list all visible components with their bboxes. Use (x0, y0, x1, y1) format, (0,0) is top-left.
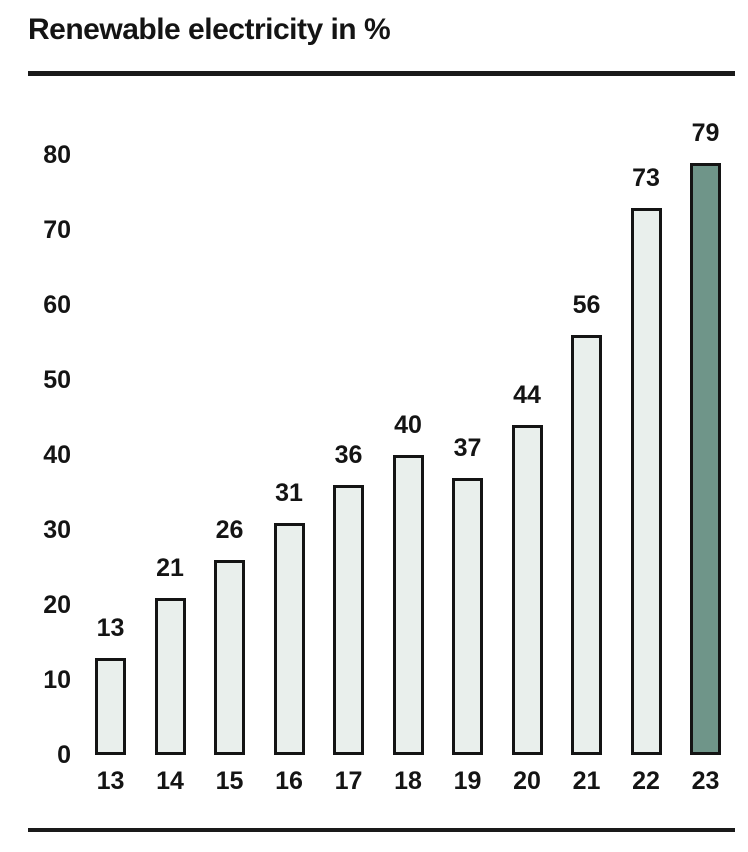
x-axis-tick-label: 23 (691, 767, 720, 795)
bar-21 (571, 335, 602, 755)
y-axis-tick-label: 0 (57, 741, 71, 769)
x-axis-tick-label: 14 (156, 767, 184, 795)
bar-value-label: 13 (96, 613, 125, 642)
bar-16 (273, 522, 305, 755)
y-axis-tick-label: 60 (43, 291, 71, 319)
bar-value-label: 21 (156, 553, 184, 582)
bar-value-label: 37 (453, 433, 482, 462)
x-axis-tick-label: 18 (394, 767, 422, 795)
bar-22 (630, 207, 662, 755)
bar-18 (392, 455, 424, 755)
chart-title: Renewable electricity in % (28, 13, 391, 46)
y-axis-tick-label: 80 (43, 141, 71, 169)
bar-17 (333, 485, 364, 755)
x-axis-tick-label: 22 (632, 767, 660, 795)
bar-value-label: 31 (275, 478, 303, 507)
bar-13 (95, 657, 126, 755)
x-axis-tick-label: 15 (215, 767, 244, 795)
y-axis-tick-label: 70 (43, 216, 71, 244)
x-axis-tick-label: 21 (572, 767, 601, 795)
x-axis-tick-label: 19 (453, 767, 482, 795)
x-axis-tick-label: 13 (96, 767, 125, 795)
bar-19 (452, 477, 483, 755)
bar-value-label: 40 (394, 411, 422, 439)
x-axis-tick-label: 20 (513, 767, 541, 795)
bar-value-label: 44 (513, 381, 541, 409)
bar-14 (154, 597, 186, 755)
x-axis-tick-label: 17 (334, 767, 363, 795)
y-axis-tick-label: 10 (43, 666, 71, 694)
bar-20 (511, 425, 543, 755)
bar-23 (690, 162, 721, 755)
bar-value-label: 56 (572, 291, 601, 319)
y-axis-tick-label: 40 (43, 441, 71, 469)
footer-divider (28, 828, 735, 832)
x-axis-tick-label: 16 (275, 767, 303, 795)
bar-value-label: 73 (632, 163, 660, 192)
title-divider (28, 71, 735, 76)
bar-value-label: 36 (334, 441, 363, 469)
bar-15 (214, 560, 245, 755)
y-axis-tick-label: 20 (43, 591, 71, 619)
y-axis-tick-label: 30 (43, 516, 71, 544)
y-axis-tick-label: 50 (43, 366, 71, 394)
bar-value-label: 79 (691, 118, 720, 147)
bar-value-label: 26 (215, 516, 244, 544)
